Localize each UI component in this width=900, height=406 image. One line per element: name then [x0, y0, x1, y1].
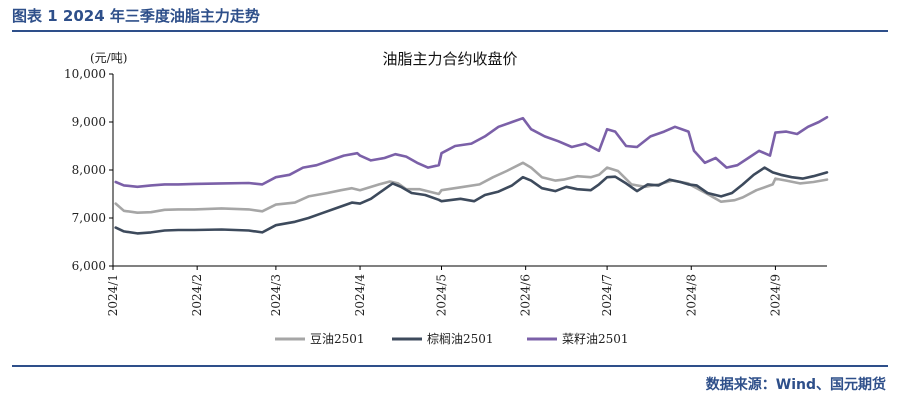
y-tick-label: 10,000	[64, 67, 106, 81]
figure-caption: 图表 1 2024 年三季度油脂主力走势	[12, 7, 260, 25]
legend: 豆油2501 棕榈油2501 菜籽油2501	[275, 331, 629, 346]
y-tick-label: 9,000	[72, 115, 106, 129]
series-line-0	[114, 161, 829, 214]
x-tick-label: 2024/6	[519, 274, 533, 316]
top-rule	[12, 30, 888, 32]
x-tick-label: 2024/7	[600, 274, 614, 316]
x-tick-label: 2024/9	[768, 274, 782, 316]
x-tick-label: 2024/3	[269, 274, 283, 316]
series-line-2	[114, 115, 829, 189]
legend-label-2: 菜籽油2501	[562, 332, 629, 346]
bottom-rule	[12, 365, 888, 367]
series-line-1	[114, 166, 829, 235]
legend-label-1: 棕榈油2501	[427, 331, 494, 346]
x-tick-label: 2024/8	[684, 274, 698, 316]
y-axis-unit-label: (元/吨)	[90, 51, 127, 65]
y-tick-label: 8,000	[72, 163, 106, 177]
x-tick-label: 2024/4	[353, 274, 367, 317]
data-source-note: 数据来源：Wind、国元期货	[705, 377, 886, 393]
series-lines	[114, 115, 829, 235]
y-axis-ticks: 6,000 7,000 8,000 9,000 10,000	[64, 67, 113, 273]
x-tick-label: 2024/2	[190, 274, 204, 316]
legend-label-0: 豆油2501	[310, 332, 365, 346]
x-axis-ticks: 2024/1 2024/2 2024/3 2024/4 2024/5 2024/6 2024…	[106, 266, 782, 316]
x-tick-label: 2024/1	[106, 274, 120, 316]
y-tick-label: 6,000	[72, 259, 106, 273]
chart-title: 油脂主力合约收盘价	[382, 50, 517, 68]
x-tick-label: 2024/5	[434, 274, 448, 316]
y-tick-label: 7,000	[72, 211, 106, 225]
